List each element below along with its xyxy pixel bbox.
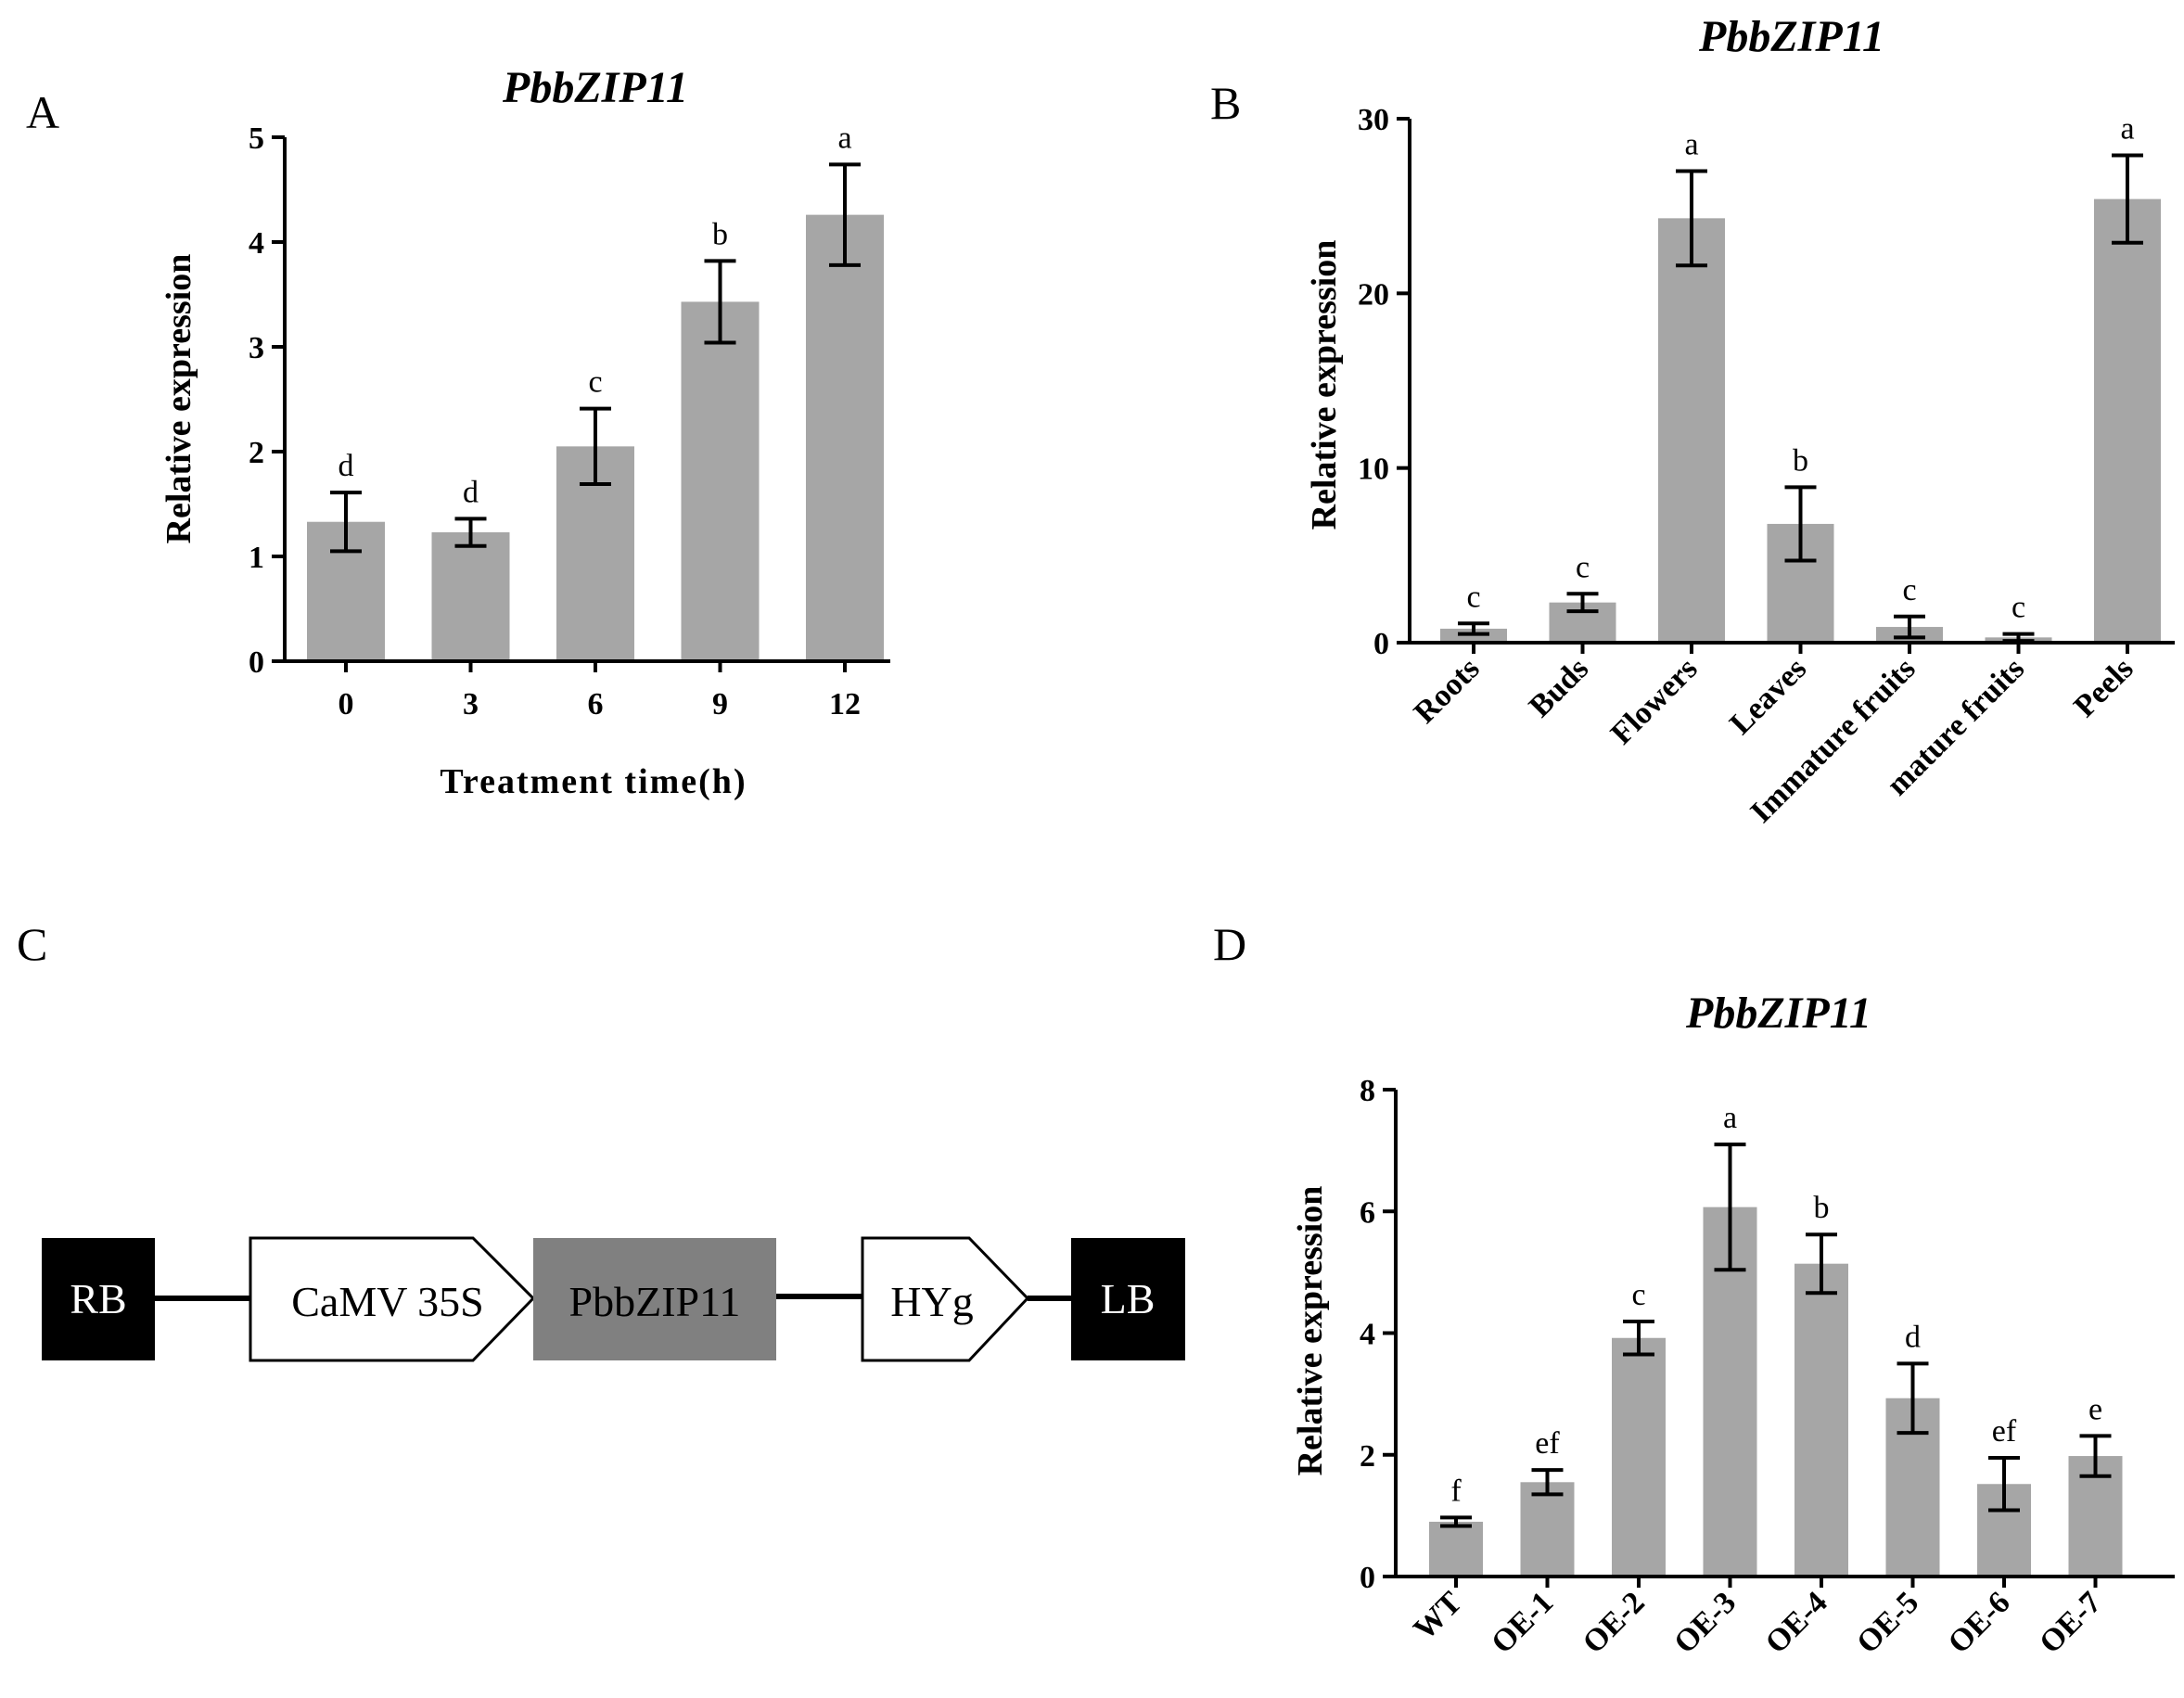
significance-letter: d (338, 449, 354, 483)
significance-letter: a (837, 121, 851, 155)
x-tick-label: OE-3 (1667, 1585, 1743, 1660)
y-tick-label: 0 (1360, 1561, 1375, 1595)
x-tick-label: Flowers (1604, 651, 1705, 751)
x-tick-label: OE-6 (1942, 1585, 2017, 1660)
panel-label-c: C (17, 918, 47, 970)
gene-box (533, 1238, 776, 1360)
significance-letter: d (463, 475, 479, 509)
panel-label-a: A (26, 86, 59, 138)
x-tick-label: Leaves (1723, 651, 1813, 741)
significance-letter: ef (1535, 1426, 1560, 1461)
significance-letter: c (1631, 1278, 1645, 1312)
y-tick-label: 4 (249, 226, 264, 261)
significance-letter: a (1684, 128, 1698, 162)
bar (1520, 1482, 1575, 1577)
y-axis-label: Relative expression (1291, 1186, 1330, 1476)
bar (681, 301, 760, 661)
promoter-arrow (249, 1236, 536, 1362)
marker-label: HYg (890, 1278, 973, 1325)
significance-letter: e (2088, 1392, 2102, 1426)
significance-letter: b (712, 217, 728, 251)
gene-label: PbbZIP11 (569, 1278, 741, 1325)
x-tick-label: 0 (338, 687, 354, 721)
rb-box (42, 1238, 155, 1360)
construct-diagram: RB CaMV 35S PbbZIP11 HYg LB (42, 1236, 1185, 1362)
x-tick-label: 12 (829, 687, 861, 721)
x-tick-label: 9 (712, 687, 728, 721)
y-tick-label: 4 (1360, 1318, 1375, 1352)
y-tick-label: 2 (249, 436, 264, 470)
significance-letter: c (1902, 573, 1916, 607)
y-tick-label: 30 (1358, 103, 1389, 137)
bar (806, 214, 884, 661)
y-tick-label: 10 (1358, 453, 1389, 487)
y-tick-label: 1 (249, 541, 264, 575)
x-tick-label: WT (1407, 1585, 1468, 1646)
y-tick-label: 6 (1360, 1195, 1375, 1230)
significance-letter: b (1814, 1191, 1830, 1225)
y-tick-label: 0 (1373, 627, 1389, 661)
bar (2094, 198, 2161, 643)
significance-letter: b (1793, 443, 1808, 478)
promoter-label: CaMV 35S (291, 1278, 483, 1325)
y-tick-label: 0 (249, 645, 264, 680)
chart-title: PbbZIP11 (1698, 12, 1884, 61)
significance-letter: a (2120, 112, 2134, 147)
y-tick-label: 3 (249, 331, 264, 365)
y-axis-label: Relative expression (160, 254, 198, 544)
x-tick-label: 3 (463, 687, 479, 721)
x-tick-label: OE-4 (1759, 1585, 1834, 1660)
y-axis-label: Relative expression (1305, 240, 1344, 530)
bar (1658, 218, 1725, 643)
chart-a: PbbZIP11 Relative expression Treatment tim… (160, 63, 890, 801)
y-tick-label: 5 (249, 121, 264, 156)
x-tick-label: 6 (588, 687, 604, 721)
x-tick-label: Buds (1523, 651, 1595, 723)
y-tick-label: 8 (1360, 1074, 1375, 1108)
y-tick-label: 2 (1360, 1439, 1375, 1474)
y-tick-label: 20 (1358, 277, 1389, 312)
chart-title: PbbZIP11 (502, 63, 688, 112)
significance-letter: a (1723, 1101, 1737, 1135)
x-tick-label: OE-5 (1850, 1585, 1925, 1660)
x-tick-label: Roots (1408, 651, 1487, 730)
panel-label-b: B (1210, 77, 1241, 129)
bar (431, 532, 510, 661)
chart-d: PbbZIP11 Relative expression f WT ef OE-1 c OE-… (1291, 989, 2175, 1660)
lb-label: LB (1101, 1275, 1156, 1322)
significance-letter: ef (1992, 1414, 2017, 1449)
significance-letter: c (2012, 591, 2025, 625)
x-tick-label: OE-2 (1577, 1585, 1652, 1660)
x-axis-label: Treatment time(h) (440, 762, 747, 801)
bar (1794, 1263, 1848, 1577)
panel-label-d: D (1213, 918, 1246, 970)
significance-letter: d (1905, 1320, 1921, 1354)
x-tick-label: Peels (2067, 651, 2139, 723)
lb-box (1071, 1238, 1185, 1360)
significance-letter: c (1576, 550, 1590, 584)
x-tick-label: OE-7 (2033, 1585, 2108, 1660)
chart-b: PbbZIP11 Relative expression c Roots c Buds a F… (1305, 12, 2175, 829)
chart-title: PbbZIP11 (1685, 989, 1871, 1038)
bar (1429, 1521, 1483, 1577)
significance-letter: f (1450, 1474, 1462, 1508)
marker-arrow (861, 1236, 1030, 1362)
x-tick-label: OE-1 (1485, 1585, 1560, 1660)
bar (1612, 1337, 1666, 1577)
significance-letter: c (1466, 580, 1480, 614)
rb-label: RB (70, 1275, 126, 1322)
significance-letter: c (588, 365, 602, 400)
